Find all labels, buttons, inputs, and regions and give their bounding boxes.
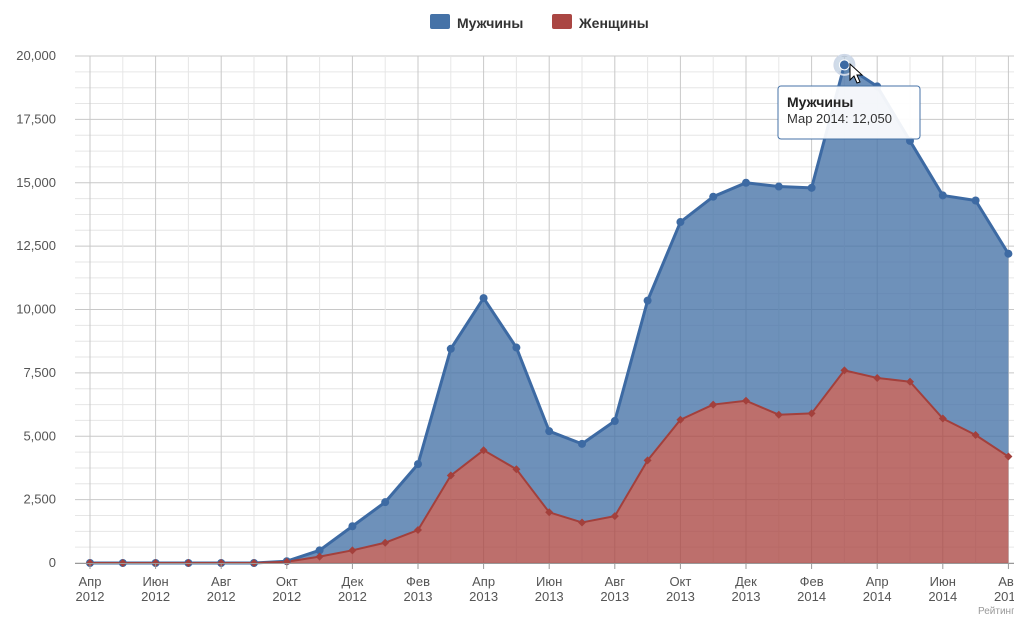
point-men [676, 218, 685, 227]
x-tick-month: Фев [800, 574, 824, 589]
credit-text: Рейтинг [978, 606, 1014, 617]
x-tick-month: Июн [142, 574, 168, 589]
legend-item-women[interactable]: Женщины [552, 14, 649, 31]
point-women [742, 396, 750, 405]
axes: 0 2,500 5,000 7,500 10,000 12,500 15,000 17,500… [16, 48, 1014, 604]
point-men [446, 344, 455, 353]
point-men [381, 498, 390, 507]
x-tick-month: Июн [930, 574, 956, 589]
x-tick-month: Дек [342, 574, 364, 589]
point-women [840, 366, 849, 375]
x-tick-year: 2013 [600, 589, 629, 604]
legend-swatch-women [552, 14, 572, 29]
x-tick-month: Апр [866, 574, 889, 589]
x-tick-month: Авг [998, 574, 1014, 589]
point-women [676, 415, 685, 424]
x-tick-year: 2013 [404, 589, 433, 604]
point-men [774, 182, 783, 191]
point-men-hover [838, 59, 850, 71]
point-men [938, 191, 947, 200]
point-men [807, 183, 816, 192]
point-women [414, 526, 422, 535]
x-tick-year: 2012 [207, 589, 236, 604]
point-men [742, 178, 750, 187]
x-tick-month: Авг [605, 574, 626, 589]
point-men [610, 417, 619, 426]
tooltip-box [777, 85, 921, 140]
point-women [709, 400, 718, 409]
x-tick-month: Окт [276, 574, 298, 589]
point-women [906, 377, 914, 386]
point-women [315, 552, 324, 561]
x-tick-year: 2012 [338, 589, 367, 604]
tooltip-title: Мужчины [787, 94, 853, 110]
y-tick-label: 17,500 [16, 111, 56, 126]
tooltip: Мужчины Мар 2014: 12,050 [777, 85, 921, 140]
x-tick-year: 2013 [666, 589, 695, 604]
x-tick-month: Апр [79, 574, 102, 589]
point-women [348, 546, 357, 555]
x-tick-month: Фев [406, 574, 430, 589]
point-women [643, 456, 652, 465]
point-men [512, 343, 521, 352]
point-men [578, 439, 586, 448]
point-men [709, 192, 718, 201]
point-men [414, 460, 422, 469]
x-tick-year: 2014 [863, 589, 892, 604]
point-women [545, 508, 554, 517]
x-tick-year: 2014 [797, 589, 826, 604]
cursor-icon [849, 62, 864, 84]
legend-label-men: Мужчины [457, 15, 523, 31]
point-men [315, 546, 324, 555]
point-women [610, 512, 619, 521]
data-markers [86, 53, 1013, 567]
x-tick-year: 2012 [272, 589, 301, 604]
y-tick-label: 20,000 [16, 48, 56, 63]
x-tick-year: 2012 [76, 589, 105, 604]
x-tick-month: Авг [211, 574, 232, 589]
x-tick-month: Июн [536, 574, 562, 589]
tooltip-body: Мар 2014: 12,050 [787, 111, 892, 126]
x-tick-year: 2014 [928, 589, 957, 604]
x-tick-year: 2013 [732, 589, 761, 604]
point-women [512, 465, 521, 474]
point-women [479, 446, 488, 455]
point-women [774, 410, 783, 419]
legend-item-men[interactable]: Мужчины [430, 14, 523, 31]
y-tick-label: 7,500 [23, 365, 56, 380]
point-women [807, 409, 816, 418]
point-men [479, 294, 488, 303]
x-tick-month: Дек [735, 574, 757, 589]
x-tick-year: 2013 [535, 589, 564, 604]
point-women [1004, 452, 1013, 461]
point-men [643, 296, 652, 305]
point-women [446, 471, 455, 480]
point-men [1004, 249, 1013, 258]
point-women [971, 430, 980, 439]
point-women [578, 518, 586, 527]
point-women [381, 538, 390, 547]
point-women [873, 373, 882, 382]
y-tick-label: 0 [49, 555, 56, 570]
point-men [971, 196, 980, 205]
y-tick-label: 5,000 [23, 428, 56, 443]
point-men [545, 427, 554, 436]
legend-label-women: Женщины [578, 15, 649, 31]
point-women [938, 414, 947, 423]
x-tick-year: 2013 [469, 589, 498, 604]
y-tick-label: 10,000 [16, 302, 56, 317]
legend: Мужчины Женщины [430, 14, 649, 31]
point-men [348, 522, 357, 531]
x-tick-year: 2014 [994, 589, 1014, 604]
legend-swatch-men [430, 14, 450, 29]
y-tick-label: 2,500 [23, 492, 56, 507]
y-tick-label: 15,000 [16, 175, 56, 190]
x-tick-month: Окт [669, 574, 691, 589]
x-tick-year: 2012 [141, 589, 170, 604]
x-tick-month: Апр [472, 574, 495, 589]
y-tick-label: 12,500 [16, 238, 56, 253]
